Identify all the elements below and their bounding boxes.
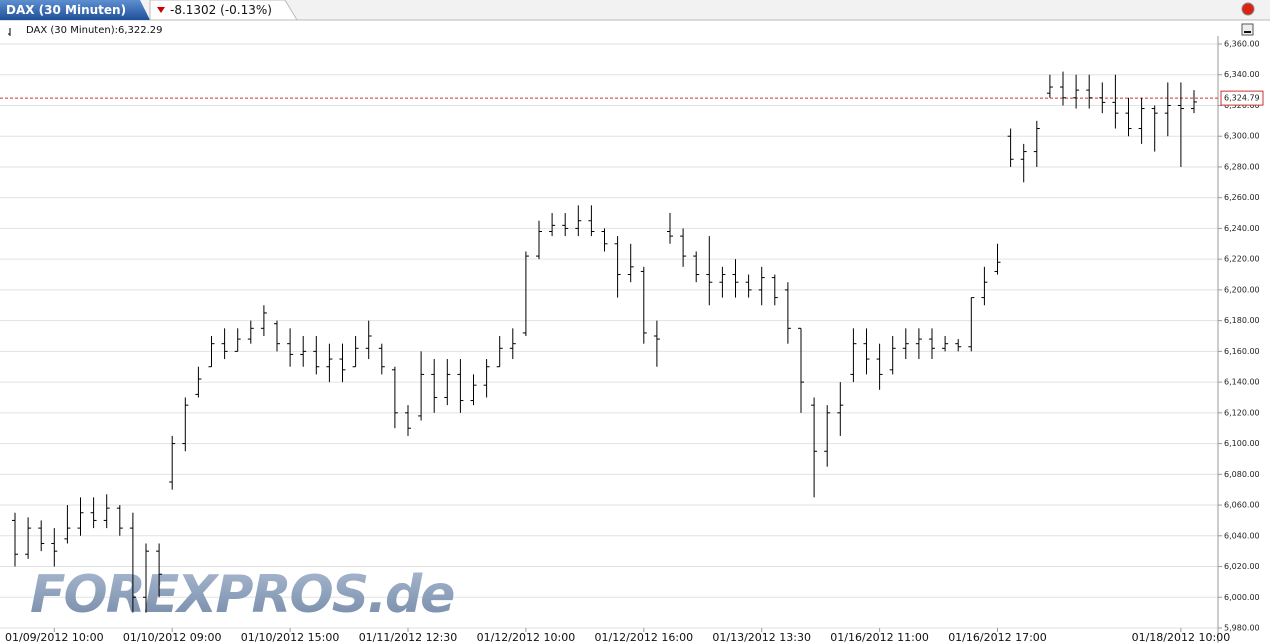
x-tick-label: 01/18/2012 10:00 — [1132, 631, 1231, 643]
y-tick-label: 6,060.00 — [1224, 501, 1260, 510]
x-tick-label: 01/11/2012 12:30 — [359, 631, 458, 643]
x-tick-label: 01/10/2012 15:00 — [241, 631, 340, 643]
x-tick-label: 01/12/2012 10:00 — [477, 631, 576, 643]
y-tick-label: 6,300.00 — [1224, 132, 1260, 141]
y-tick-label: 5,980.00 — [1224, 624, 1260, 633]
y-tick-label: 6,140.00 — [1224, 378, 1260, 387]
legend: DAX (30 Minuten):6,322.29 — [26, 25, 163, 36]
down-arrow — [157, 7, 165, 13]
y-tick-label: 6,100.00 — [1224, 439, 1260, 448]
y-tick-label: 6,340.00 — [1224, 70, 1260, 79]
y-tick-label: 6,240.00 — [1224, 224, 1260, 233]
x-tick-label: 01/16/2012 17:00 — [948, 631, 1047, 643]
top-bar — [0, 0, 1270, 20]
y-tick-label: 6,220.00 — [1224, 255, 1260, 264]
tab[interactable] — [0, 0, 150, 20]
change-text: -8.1302 (-0.13%) — [170, 3, 272, 17]
y-tick-label: 6,020.00 — [1224, 562, 1260, 571]
change-box — [149, 0, 298, 21]
y-tick-label: 6,200.00 — [1224, 285, 1260, 294]
legend-icon — [8, 28, 11, 36]
x-tick-label: 01/13/2012 13:30 — [712, 631, 811, 643]
last-price-box — [1220, 90, 1264, 106]
y-tick-label: 6,120.00 — [1224, 408, 1260, 417]
last-price-label: 6,324.79 — [1224, 94, 1260, 103]
y-tick-label: 6,160.00 — [1224, 347, 1260, 356]
x-tick-label: 01/09/2012 10:00 — [5, 631, 104, 643]
y-tick-label: 6,040.00 — [1224, 531, 1260, 540]
y-tick-label: 6,000.00 — [1224, 593, 1260, 602]
y-tick-label: 6,260.00 — [1224, 193, 1260, 202]
y-tick-label: 6,280.00 — [1224, 162, 1260, 171]
x-tick-label: 01/12/2012 16:00 — [594, 631, 693, 643]
tab-title: DAX (30 Minuten) — [6, 3, 126, 17]
y-tick-label: 6,180.00 — [1224, 316, 1260, 325]
y-tick-label: 6,360.00 — [1224, 40, 1260, 49]
watermark: FOREXPROS.de — [30, 565, 454, 625]
close-button[interactable] — [1241, 2, 1255, 16]
y-tick-label: 6,080.00 — [1224, 470, 1260, 479]
x-tick-label: 01/10/2012 09:00 — [123, 631, 222, 643]
minimize-button[interactable] — [1241, 23, 1254, 36]
x-tick-label: 01/16/2012 11:00 — [830, 631, 929, 643]
